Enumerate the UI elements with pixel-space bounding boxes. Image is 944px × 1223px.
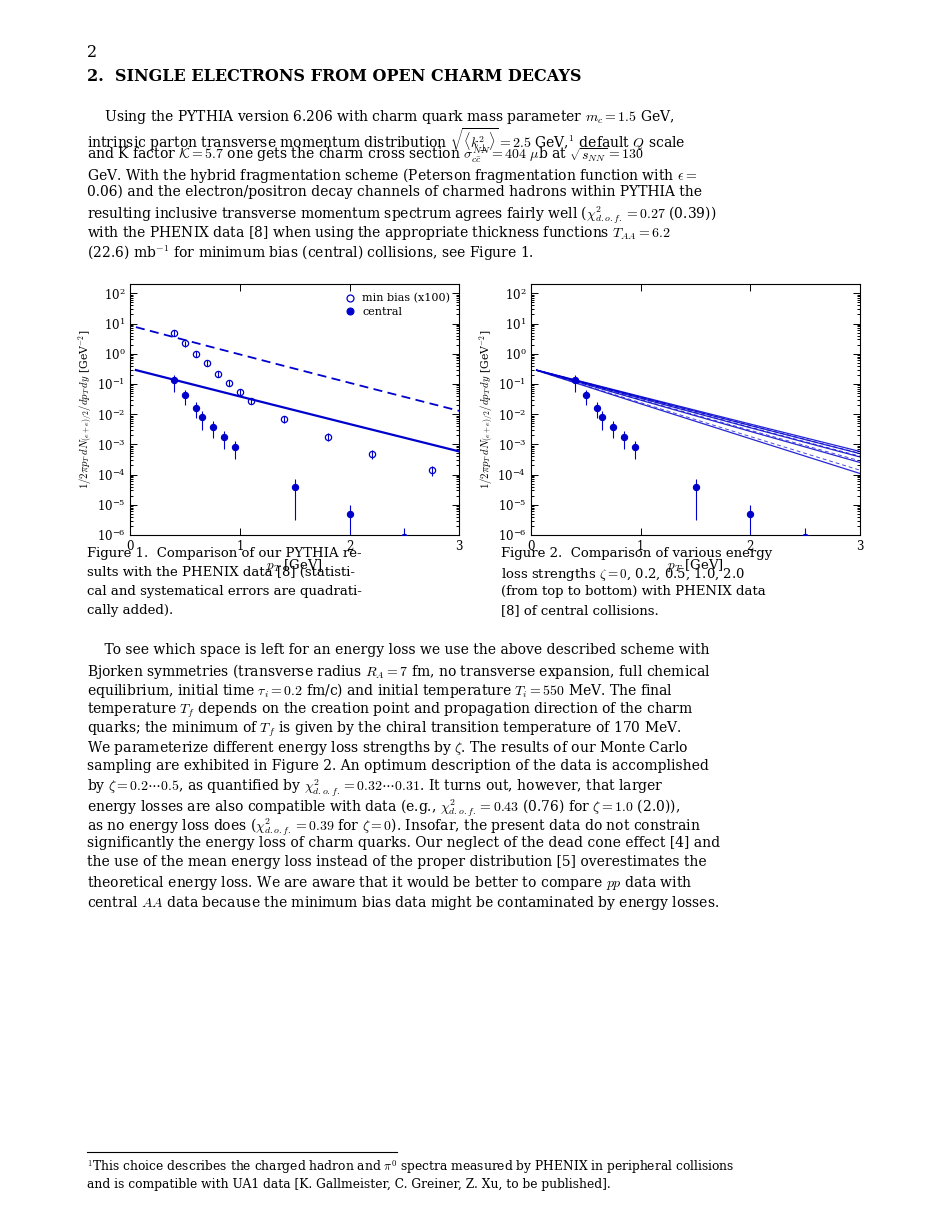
Text: temperature $T_f$ depends on the creation point and propagation direction of the: temperature $T_f$ depends on the creatio… (87, 701, 692, 720)
Text: 2.  SINGLE ELECTRONS FROM OPEN CHARM DECAYS: 2. SINGLE ELECTRONS FROM OPEN CHARM DECA… (87, 68, 581, 86)
Text: [8] of central collisions.: [8] of central collisions. (500, 604, 658, 618)
Text: (22.6) mb$^{-1}$ for minimum bias (central) collisions, see Figure 1.: (22.6) mb$^{-1}$ for minimum bias (centr… (87, 243, 533, 262)
Text: quarks; the minimum of $T_f$ is given by the chiral transition temperature of 17: quarks; the minimum of $T_f$ is given by… (87, 720, 681, 739)
Text: To see which space is left for an energy loss we use the above described scheme : To see which space is left for an energy… (87, 642, 709, 657)
Text: GeV. With the hybrid fragmentation scheme (Peterson fragmentation function with : GeV. With the hybrid fragmentation schem… (87, 165, 697, 185)
X-axis label: $p_T$ [GeV]: $p_T$ [GeV] (266, 556, 323, 574)
Y-axis label: $1/2\pi p_T\,dN_{(e+e)/2}/dp_T\,dy$ [GeV$^{-2}$]: $1/2\pi p_T\,dN_{(e+e)/2}/dp_T\,dy$ [GeV… (477, 330, 494, 489)
Text: by $\zeta = 0.2\cdots 0.5$, as quantified by $\chi^2_{d.o.f.} = 0.32\cdots 0.31$: by $\zeta = 0.2\cdots 0.5$, as quantifie… (87, 778, 663, 799)
Text: central $AA$ data because the minimum bias data might be contaminated by energy : central $AA$ data because the minimum bi… (87, 894, 718, 912)
Text: (from top to bottom) with PHENIX data: (from top to bottom) with PHENIX data (500, 585, 765, 598)
Text: Figure 2.  Comparison of various energy: Figure 2. Comparison of various energy (500, 547, 771, 560)
Text: cal and systematical errors are quadrati-: cal and systematical errors are quadrati… (87, 585, 362, 598)
Text: sults with the PHENIX data [8] (statisti-: sults with the PHENIX data [8] (statisti… (87, 566, 355, 580)
Text: loss strengths $\zeta = 0$, 0.2, 0.5, 1.0, 2.0: loss strengths $\zeta = 0$, 0.2, 0.5, 1.… (500, 566, 744, 583)
Text: We parameterize different energy loss strengths by $\zeta$. The results of our M: We parameterize different energy loss st… (87, 739, 688, 757)
Text: intrinsic parton transverse momentum distribution $\sqrt{\langle k_\perp^2\rangl: intrinsic parton transverse momentum dis… (87, 127, 684, 154)
Text: 2: 2 (87, 44, 97, 61)
Text: significantly the energy loss of charm quarks. Our neglect of the dead cone effe: significantly the energy loss of charm q… (87, 835, 719, 850)
Text: sampling are exhibited in Figure 2. An optimum description of the data is accomp: sampling are exhibited in Figure 2. An o… (87, 758, 708, 773)
X-axis label: $p_T$ [GeV]: $p_T$ [GeV] (666, 556, 723, 574)
Text: Bjorken symmetries (transverse radius $R_A = 7$ fm, no transverse expansion, ful: Bjorken symmetries (transverse radius $R… (87, 662, 710, 681)
Y-axis label: $1/2\pi p_T\,dN_{(e+e)/2}/dp_T\,dy$ [GeV$^{-2}$]: $1/2\pi p_T\,dN_{(e+e)/2}/dp_T\,dy$ [GeV… (76, 330, 93, 489)
Text: energy losses are also compatible with data (e.g., $\chi^2_{d.o.f.} = 0.43$ (0.7: energy losses are also compatible with d… (87, 797, 680, 818)
Text: the use of the mean energy loss instead of the proper distribution [5] overestim: the use of the mean energy loss instead … (87, 855, 706, 870)
Text: equilibrium, initial time $\tau_i = 0.2$ fm/c) and initial temperature $T_i = 55: equilibrium, initial time $\tau_i = 0.2$… (87, 681, 672, 701)
Text: resulting inclusive transverse momentum spectrum agrees fairly well ($\chi^2_{d.: resulting inclusive transverse momentum … (87, 204, 716, 226)
Text: and K factor $\mathcal{K} = 5.7$ one gets the charm cross section $\sigma_{c\bar: and K factor $\mathcal{K} = 5.7$ one get… (87, 147, 643, 165)
Text: $^1$This choice describes the charged hadron and $\pi^0$ spectra measured by PHE: $^1$This choice describes the charged ha… (87, 1158, 733, 1177)
Text: as no energy loss does ($\chi^2_{d.o.f.} = 0.39$ for $\zeta = 0$). Insofar, the : as no energy loss does ($\chi^2_{d.o.f.}… (87, 817, 700, 838)
Text: cally added).: cally added). (87, 604, 173, 618)
Text: with the PHENIX data [8] when using the appropriate thickness functions $T_{AA} : with the PHENIX data [8] when using the … (87, 224, 670, 242)
Text: Using the PYTHIA version 6.206 with charm quark mass parameter $m_c = 1.5$ GeV,: Using the PYTHIA version 6.206 with char… (87, 108, 674, 126)
Text: Figure 1.  Comparison of our PYTHIA re-: Figure 1. Comparison of our PYTHIA re- (87, 547, 362, 560)
Text: theoretical energy loss. We are aware that it would be better to compare $pp$ da: theoretical energy loss. We are aware th… (87, 874, 692, 893)
Text: and is compatible with UA1 data [K. Gallmeister, C. Greiner, Z. Xu, to be publis: and is compatible with UA1 data [K. Gall… (87, 1178, 610, 1191)
Legend: min bias (x100), central: min bias (x100), central (340, 290, 453, 320)
Text: 0.06) and the electron/positron decay channels of charmed hadrons within PYTHIA : 0.06) and the electron/positron decay ch… (87, 185, 701, 199)
